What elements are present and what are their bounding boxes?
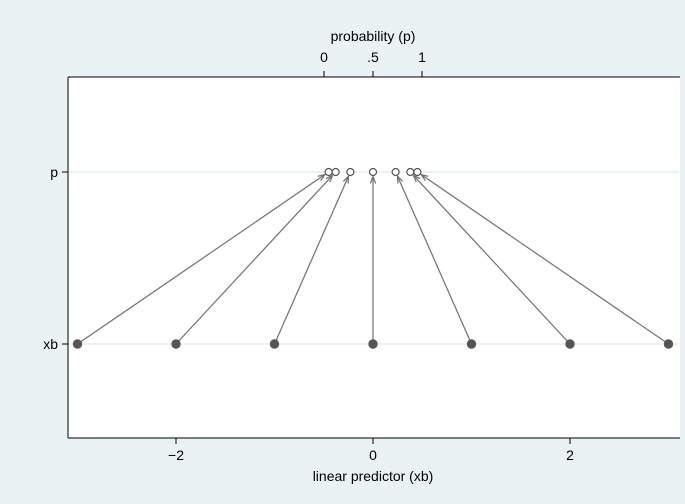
arrow-head [317, 173, 327, 181]
p-point [346, 167, 355, 177]
arrow-head [325, 174, 334, 183]
arrow-line [420, 174, 669, 345]
p-point [391, 167, 400, 177]
arrow-head [412, 174, 421, 183]
x-tick-label: −2 [168, 447, 184, 463]
arrow-head [369, 174, 377, 184]
y-tick-label: p [50, 164, 58, 180]
arrows [77, 173, 669, 345]
top-tick-label: 0 [320, 49, 328, 65]
arrow-head [342, 174, 350, 184]
arrow-line [77, 174, 326, 345]
arrow-line [396, 175, 473, 345]
p-point [413, 167, 422, 177]
p-point [324, 167, 333, 177]
xb-point [171, 339, 181, 349]
top-tick-label: .5 [367, 49, 379, 65]
xb-point [663, 339, 674, 349]
p-point [406, 167, 415, 177]
x-axis-title: linear predictor (xb) [313, 468, 434, 484]
p-point [331, 167, 340, 177]
p-point [368, 167, 378, 177]
markers [72, 167, 674, 349]
xb-point [466, 339, 477, 349]
x-tick-label: 0 [369, 447, 377, 463]
y-tick-label: xb [43, 336, 58, 352]
plot-area [68, 77, 680, 438]
xb-point [565, 339, 575, 349]
arrow-line [273, 175, 350, 345]
arrow-line [412, 174, 571, 345]
xb-point [269, 339, 280, 349]
arrow-head [396, 174, 404, 184]
top-tick-label: 1 [418, 49, 426, 65]
axis-ticks: −2 0 2 0 .5 1 p xb [43, 49, 574, 463]
top-axis-title: probability (p) [331, 28, 416, 44]
arrow-head [419, 173, 429, 181]
xb-point [72, 339, 83, 349]
arrow-line [175, 174, 334, 345]
xb-point [368, 339, 378, 349]
x-tick-label: 2 [566, 447, 574, 463]
